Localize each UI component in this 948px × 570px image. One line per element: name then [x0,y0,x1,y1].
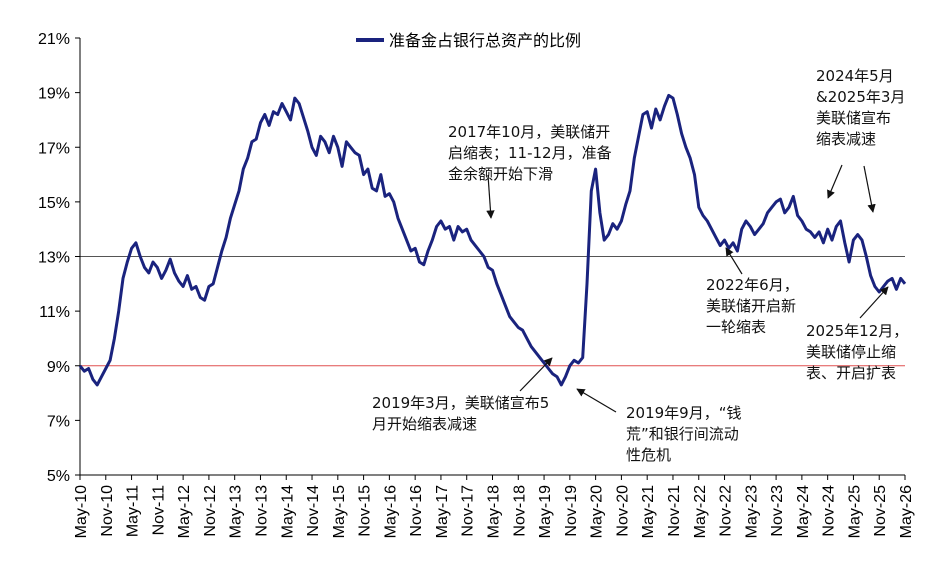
x-tick-label: May-13 [228,485,245,538]
x-tick-label: Nov-18 [511,485,528,537]
x-tick-label: May-21 [640,485,657,538]
x-tick-label: May-26 [898,485,915,538]
x-tick-label: Nov-10 [99,485,116,537]
x-tick-label: May-10 [73,485,90,538]
x-tick-label: May-18 [486,485,503,538]
x-tick-label: Nov-12 [202,485,219,537]
x-tick-label: Nov-25 [872,485,889,537]
annotation-text-a2019sep: 2019年9月，“钱 [626,404,742,422]
annotation-arrow-a2019mar [519,357,553,392]
x-tick-label: Nov-21 [666,485,683,537]
x-tick-label: May-14 [279,485,296,538]
legend-label: 准备金占银行总资产的比例 [389,31,581,50]
annotation-arrow-a2019sep [576,388,617,413]
x-tick-label: May-17 [434,485,451,538]
y-tick-label: 7% [47,413,70,430]
x-tick-label: May-15 [331,485,348,538]
annotation-text-a2017: 2017年10月，美联储开 [448,123,610,141]
x-tick-label: Nov-16 [408,485,425,537]
annotation-text-a2024: &2025年3月 [816,88,905,106]
annotation-arrow-a2025 [859,286,889,319]
annotation-text-a2024: 美联储宣布 [816,109,891,127]
annotation-arrow-a2024 [827,164,843,199]
x-tick-label: Nov-23 [769,485,786,537]
annotation-text-a2022: 一轮缩表 [706,318,766,336]
annotation-text-a2025: 表、开启扩表 [806,364,896,382]
annotation-text-a2024: 缩表减速 [816,130,876,148]
annotation-text-a2017: 金余额开始下滑 [448,165,553,183]
annotation-text-a2019mar: 月开始缩表减速 [372,415,477,433]
x-tick-label: May-22 [692,485,709,538]
x-tick-label: Nov-15 [357,485,374,537]
series-line [78,93,907,387]
y-tick-label: 11% [39,304,70,321]
x-tick-label: May-16 [382,485,399,538]
y-tick-label: 9% [47,359,70,376]
annotation-text-a2025: 美联储停止缩 [806,343,896,361]
x-tick-label: May-20 [589,485,606,538]
annotation-text-a2017: 启缩表；11-12月，准备 [448,144,612,162]
y-tick-label: 5% [47,468,70,485]
annotation-arrow-a2022 [725,247,743,275]
annotation-text-a2024: 2024年5月 [816,67,894,85]
x-tick-label: May-23 [743,485,760,538]
annotation-text-a2025: 2025年12月， [806,322,908,340]
x-tick-label: Nov-24 [821,485,838,537]
x-tick-label: Nov-17 [460,485,477,537]
x-tick-label: Nov-11 [150,485,167,535]
annotation-text-a2019mar: 2019年3月，美联储宣布5 [372,394,549,412]
x-tick-label: May-12 [176,485,193,538]
annotation-arrow-a2024-2 [863,165,876,213]
annotation-text-a2019sep: 荒”和银行间流动 [626,425,739,443]
x-tick-label: May-25 [846,485,863,538]
y-tick-label: 13% [38,250,70,267]
annotation-text-a2019sep: 性危机 [626,446,671,464]
x-tick-label: May-24 [795,485,812,538]
x-tick-label: May-19 [537,485,554,538]
x-tick-label: Nov-13 [253,485,270,537]
x-tick-label: Nov-20 [614,485,631,537]
y-tick-label: 17% [38,140,70,157]
y-tick-label: 15% [38,195,70,212]
x-tick-label: Nov-19 [563,485,580,537]
x-tick-label: Nov-14 [305,485,322,537]
y-tick-label: 21% [38,31,70,48]
annotation-arrow-a2017 [486,174,495,219]
x-tick-label: May-11 [125,485,142,537]
y-tick-label: 19% [38,86,70,103]
x-tick-label: Nov-22 [718,485,735,537]
annotation-text-a2022: 美联储开启新 [706,297,796,315]
annotation-text-a2022: 2022年6月， [706,276,799,294]
